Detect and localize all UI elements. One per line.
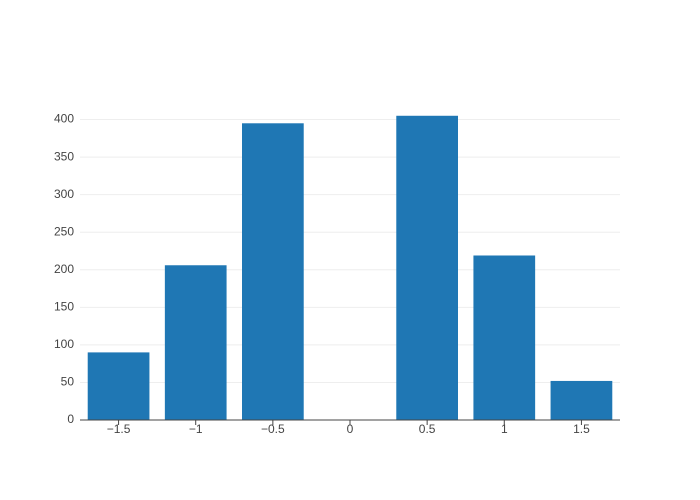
- bar: [473, 255, 536, 420]
- x-tick-label: 0.5: [419, 422, 436, 436]
- y-tick-label: 150: [54, 299, 74, 313]
- bar: [550, 380, 613, 420]
- y-tick-label: 400: [54, 112, 74, 126]
- y-tick-label: 50: [61, 375, 75, 389]
- y-tick-label: 0: [67, 412, 74, 426]
- x-tick-label: 0: [347, 422, 354, 436]
- y-tick-label: 350: [54, 149, 74, 163]
- x-tick-label: −1: [189, 422, 203, 436]
- bar: [396, 115, 458, 420]
- bar: [87, 352, 150, 420]
- y-tick-label: 300: [54, 187, 74, 201]
- x-tick-label: −0.5: [261, 422, 285, 436]
- x-tick-label: 1.5: [573, 422, 590, 436]
- x-tick-label: 1: [501, 422, 508, 436]
- bar: [242, 123, 304, 421]
- y-tick-label: 250: [54, 224, 74, 238]
- y-tick-label: 200: [54, 262, 74, 276]
- bar: [164, 265, 227, 420]
- y-tick-label: 100: [54, 337, 74, 351]
- x-tick-label: −1.5: [107, 422, 131, 436]
